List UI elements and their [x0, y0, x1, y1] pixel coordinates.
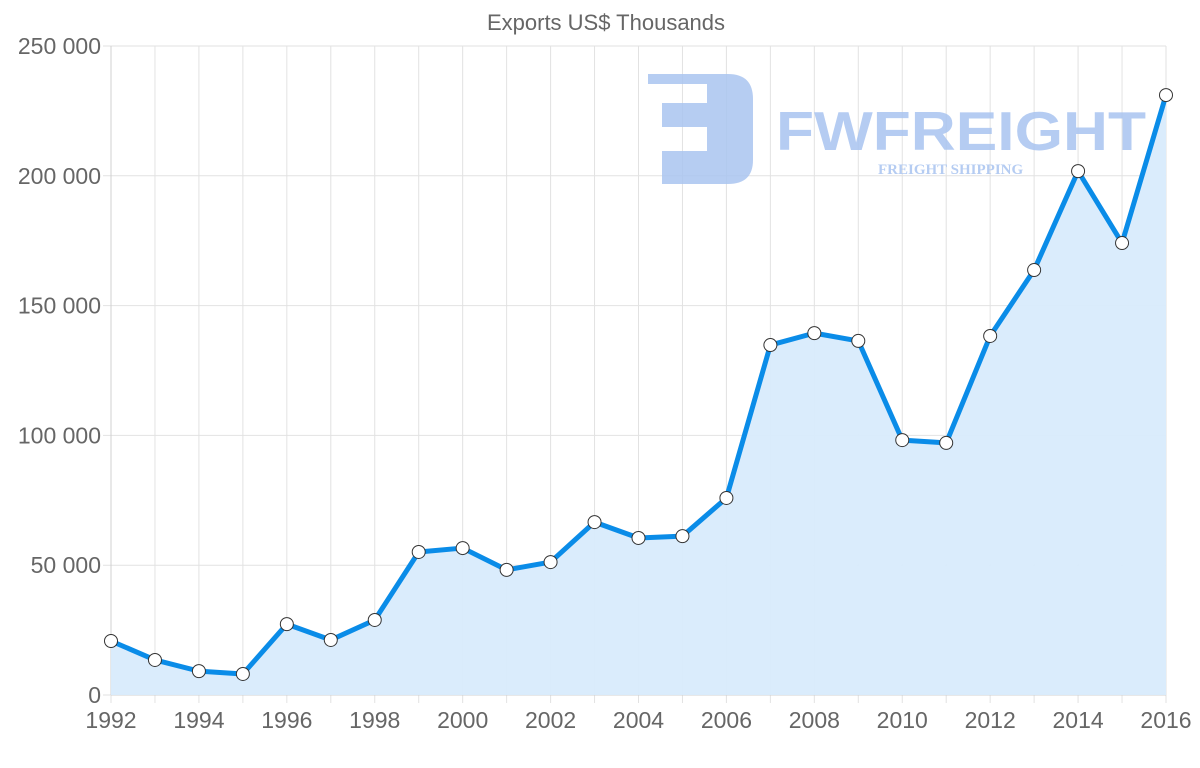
data-point-marker[interactable]	[455, 541, 470, 556]
x-tick-label: 2016	[1140, 707, 1191, 733]
y-tick-label: 100 000	[18, 422, 101, 448]
data-point-marker[interactable]	[235, 666, 250, 681]
data-point-marker[interactable]	[279, 617, 294, 632]
data-point-marker[interactable]	[895, 433, 910, 448]
data-point-marker[interactable]	[1115, 236, 1130, 251]
data-point-marker[interactable]	[939, 435, 954, 450]
data-point-marker[interactable]	[763, 338, 778, 353]
y-axis: 0 50 000 100 000 150 000 200 000 250 000	[18, 33, 112, 708]
data-point-marker[interactable]	[411, 544, 426, 559]
watermark-brand: FWFREIGHT	[776, 100, 1146, 162]
y-tick-label: 150 000	[18, 293, 101, 319]
fwfreight-logo-icon	[648, 74, 753, 184]
x-tick-label: 2004	[613, 707, 664, 733]
data-point-marker[interactable]	[367, 612, 382, 627]
x-tick-label: 2002	[525, 707, 576, 733]
data-point-marker[interactable]	[851, 333, 866, 348]
y-tick-label: 250 000	[18, 33, 101, 59]
x-tick-label: 2014	[1052, 707, 1103, 733]
data-point-marker[interactable]	[191, 664, 206, 679]
x-tick-label: 1998	[349, 707, 400, 733]
data-point-marker[interactable]	[1071, 164, 1086, 179]
chart-title: Exports US$ Thousands	[487, 10, 725, 35]
data-point-marker[interactable]	[675, 529, 690, 544]
watermark-tagline: FREIGHT SHIPPING	[878, 162, 1023, 178]
y-tick-label: 50 000	[31, 552, 101, 578]
x-tick-label: 1994	[173, 707, 224, 733]
data-point-marker[interactable]	[104, 634, 118, 649]
data-point-marker[interactable]	[587, 515, 602, 530]
x-tick-label: 1992	[85, 707, 136, 733]
data-point-marker[interactable]	[1159, 88, 1173, 103]
data-point-marker[interactable]	[983, 328, 998, 343]
data-points	[104, 88, 1173, 681]
fwfreight-watermark: FWFREIGHT FREIGHT SHIPPING	[648, 74, 1146, 184]
x-tick-label: 2010	[877, 707, 928, 733]
data-point-marker[interactable]	[323, 632, 338, 647]
y-tick-label: 200 000	[18, 163, 101, 189]
x-tick-label: 2006	[701, 707, 752, 733]
data-point-marker[interactable]	[1027, 263, 1042, 278]
y-tick-label: 0	[88, 682, 101, 708]
x-axis: 1992 1994 1996 1998 2000 2002 2004 2006 2008 2010…	[85, 694, 1192, 733]
data-point-marker[interactable]	[543, 555, 558, 570]
data-point-marker[interactable]	[631, 530, 646, 545]
x-tick-label: 2000	[437, 707, 488, 733]
x-tick-label: 2012	[965, 707, 1016, 733]
data-point-marker[interactable]	[147, 652, 162, 667]
data-point-marker[interactable]	[719, 490, 734, 505]
area-fill	[111, 95, 1166, 696]
data-point-marker[interactable]	[807, 326, 822, 341]
data-point-marker[interactable]	[499, 562, 514, 577]
x-tick-label: 1996	[261, 707, 312, 733]
x-tick-label: 2008	[789, 707, 840, 733]
